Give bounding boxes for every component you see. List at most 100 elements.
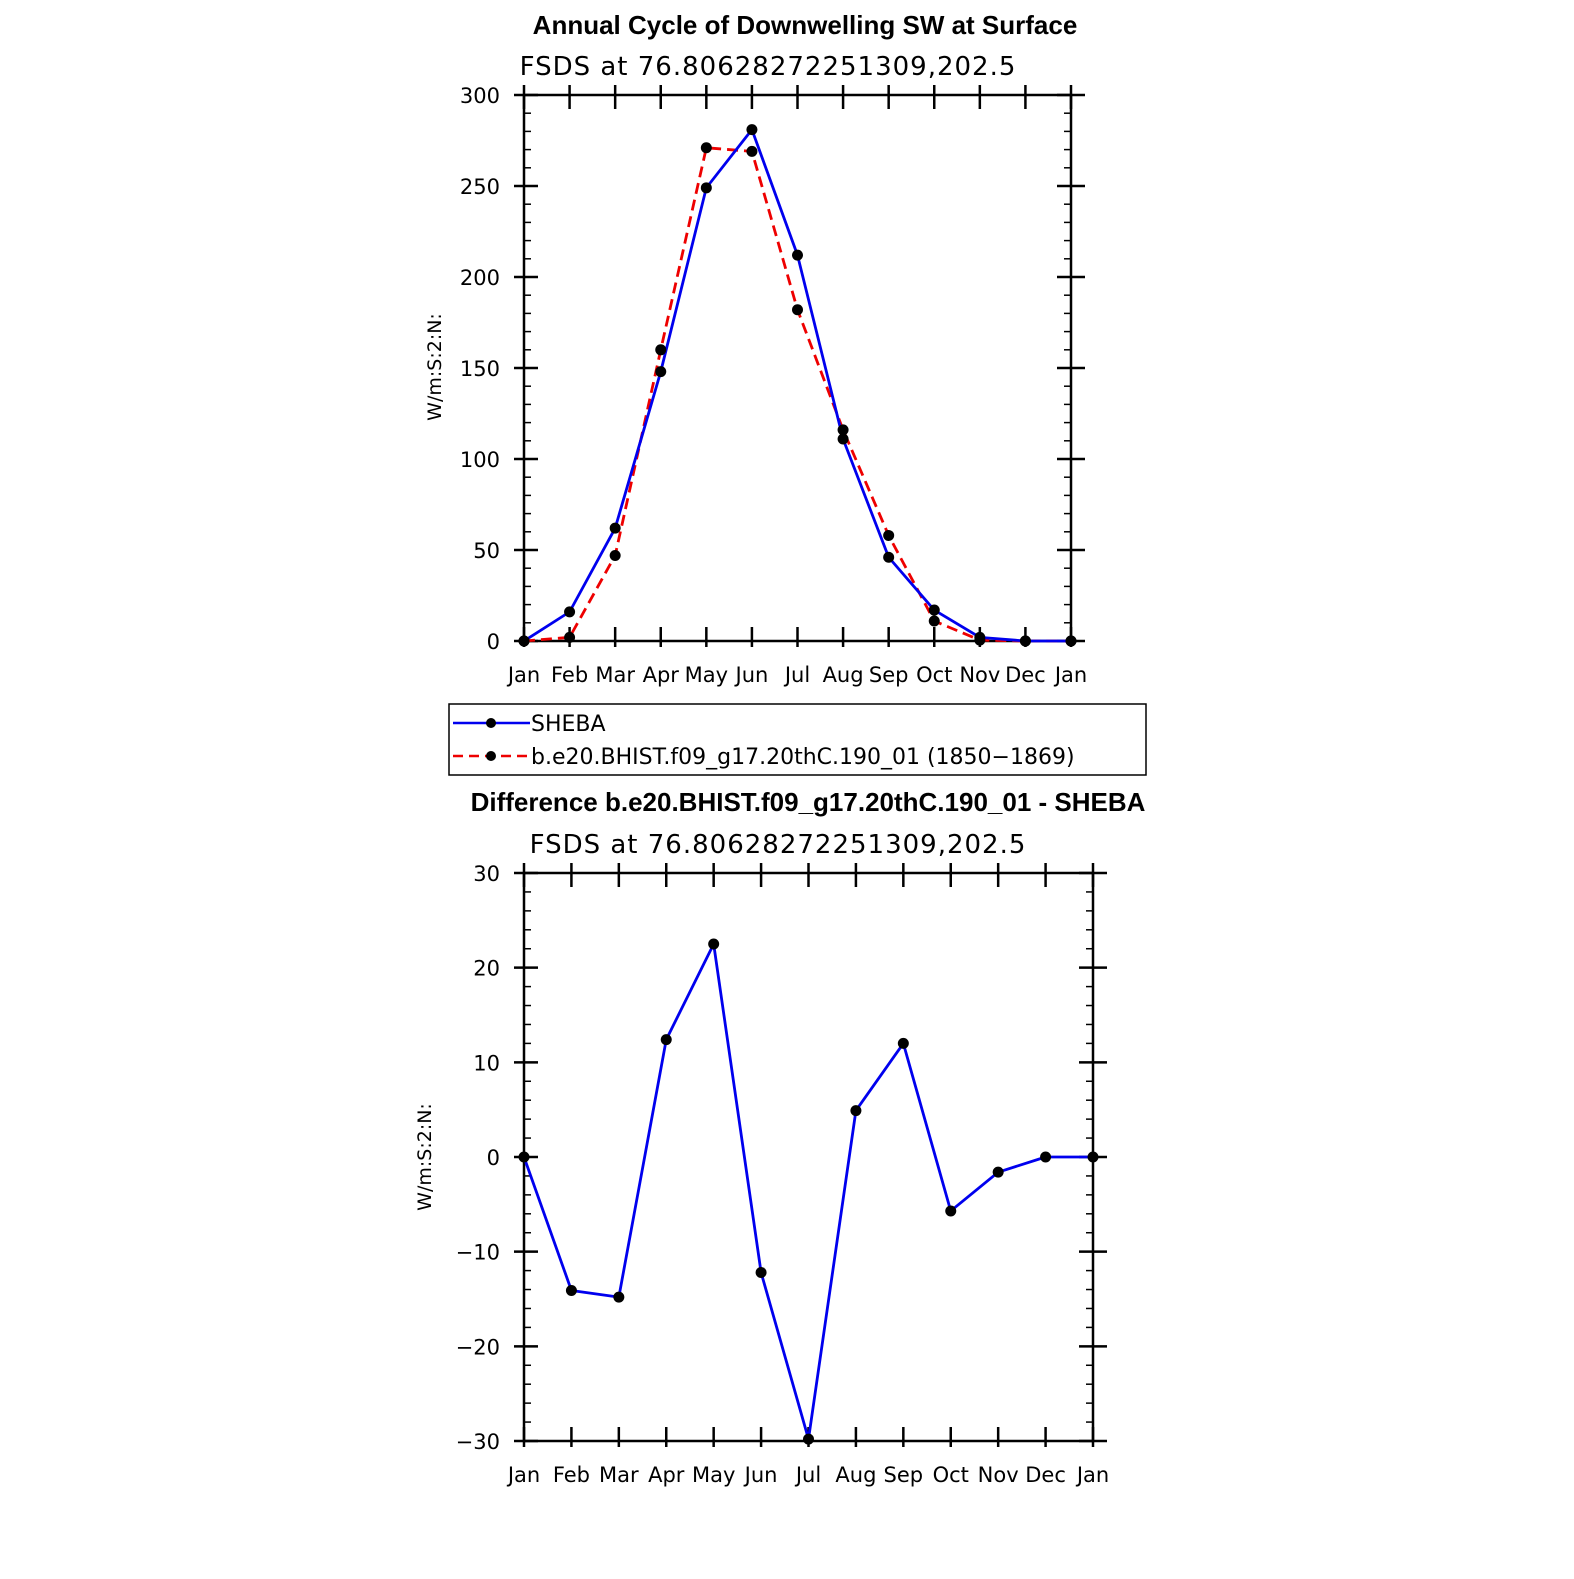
data-point-series-1 — [655, 344, 667, 356]
data-point-series-0 — [850, 1105, 862, 1117]
y-tick-label: 0 — [487, 1146, 500, 1170]
y-tick-label: 20 — [473, 957, 500, 981]
data-point-series-1 — [746, 145, 758, 157]
y-tick-label: 50 — [473, 539, 500, 563]
data-point-series-0 — [565, 1284, 577, 1296]
data-point-series-0 — [564, 606, 576, 618]
y-tick-label: 100 — [460, 448, 500, 472]
tick-marks — [514, 85, 1085, 647]
data-point-series-1 — [1019, 635, 1031, 647]
data-point-series-0 — [945, 1205, 957, 1217]
legend: SHEBA b.e20.BHIST.f09_g17.20thC.190_01 (… — [448, 703, 1147, 776]
data-point-series-0 — [613, 1291, 625, 1303]
x-tick-label: Dec — [1005, 663, 1046, 687]
data-point-series-0 — [746, 124, 758, 136]
x-tick-label: Apr — [643, 663, 680, 687]
x-tick-label: Jan — [1075, 1463, 1109, 1487]
data-point-series-1 — [792, 304, 803, 316]
data-point-series-0 — [755, 1266, 767, 1278]
x-tick-label: Mar — [599, 1463, 639, 1487]
x-tick-labels: Jan Feb Mar Apr May Jun Jul Aug Sep Oct Nov Dec Jan — [506, 663, 1087, 687]
chart-subtitle: FSDS at 76.80628272251309,202.5 — [520, 52, 1017, 82]
legend-box — [448, 703, 1147, 776]
y-tick-label: −10 — [456, 1241, 500, 1265]
x-tick-label: Jul — [794, 1463, 821, 1487]
data-point-series-0 — [792, 249, 803, 261]
y-tick-label: 0 — [487, 630, 500, 654]
data-point-series-0 — [928, 604, 940, 616]
annual-cycle-chart: Annual Cycle of Downwelling SW at Surfac… — [424, 10, 1087, 687]
data-point-series-0 — [1040, 1151, 1052, 1163]
data-point-series-0 — [660, 1034, 672, 1046]
difference-chart: Difference b.e20.BHIST.f09_g17.20thC.190… — [414, 787, 1146, 1487]
x-tick-label: Aug — [835, 1463, 876, 1487]
data-point-series-0 — [518, 1151, 530, 1163]
y-tick-labels: 0 50 100 150 200 250 300 — [460, 84, 500, 654]
y-tick-label: 30 — [473, 862, 500, 886]
series-layer — [518, 124, 1077, 647]
y-axis-label: W/m:S:2:N: — [414, 1103, 436, 1211]
plot-frame — [522, 871, 1095, 1443]
data-point-series-1 — [974, 634, 986, 646]
data-point-series-0 — [897, 1037, 909, 1049]
x-tick-label: Feb — [551, 663, 588, 687]
data-point-series-1 — [837, 424, 849, 436]
x-tick-label: May — [685, 663, 728, 687]
x-tick-label: Oct — [916, 663, 952, 687]
y-tick-labels: −30 −20 −10 0 10 20 30 — [456, 862, 500, 1454]
chart-subtitle: FSDS at 76.80628272251309,202.5 — [530, 830, 1027, 860]
data-point-series-1 — [928, 615, 940, 627]
x-tick-label: Sep — [884, 1463, 924, 1487]
series-line-0 — [522, 942, 1093, 1441]
legend-item-model: b.e20.BHIST.f09_g17.20thC.190_01 (1850−1… — [453, 745, 1075, 770]
y-tick-label: 300 — [460, 84, 500, 108]
chart-title: Annual Cycle of Downwelling SW at Surfac… — [533, 10, 1078, 40]
tick-marks — [514, 863, 1107, 1447]
x-tick-label: Jun — [743, 1463, 778, 1487]
series-line-1 — [523, 146, 1071, 643]
x-tick-label: May — [692, 1463, 735, 1487]
data-point-series-0 — [708, 938, 720, 950]
y-tick-label: −20 — [456, 1335, 500, 1359]
legend-marker-model — [486, 751, 496, 761]
x-tick-label: Nov — [978, 1463, 1019, 1487]
x-tick-label: Jul — [783, 663, 810, 687]
x-tick-label: Sep — [869, 663, 909, 687]
x-tick-label: Mar — [595, 663, 635, 687]
data-point-series-1 — [883, 529, 895, 541]
data-point-series-0 — [992, 1166, 1004, 1178]
x-tick-label: Oct — [933, 1463, 969, 1487]
x-tick-label: Jan — [506, 1463, 540, 1487]
x-tick-labels: Jan Feb Mar Apr May Jun Jul Aug Sep Oct Nov Dec Jan — [506, 1463, 1109, 1487]
legend-item-sheba: SHEBA — [453, 712, 606, 737]
x-tick-label: Feb — [553, 1463, 590, 1487]
chart-title: Difference b.e20.BHIST.f09_g17.20thC.190… — [471, 787, 1146, 817]
legend-label-model: b.e20.BHIST.f09_g17.20thC.190_01 (1850−1… — [531, 745, 1075, 770]
data-point-series-0 — [700, 182, 712, 194]
plot-frame — [522, 93, 1073, 643]
legend-label-sheba: SHEBA — [531, 712, 606, 737]
x-tick-label: Jan — [506, 663, 540, 687]
y-tick-label: 200 — [460, 266, 500, 290]
data-point-series-0 — [655, 366, 667, 378]
data-point-series-0 — [837, 433, 849, 445]
y-axis-label: W/m:S:2:N: — [424, 313, 446, 421]
data-point-series-1 — [700, 142, 712, 154]
data-point-series-1 — [609, 549, 621, 561]
y-tick-label: 150 — [460, 357, 500, 381]
y-tick-label: 250 — [460, 175, 500, 199]
y-tick-label: −30 — [456, 1430, 500, 1454]
data-point-series-1 — [518, 635, 530, 647]
data-point-series-1 — [1065, 635, 1077, 647]
x-tick-label: Jan — [1053, 663, 1087, 687]
legend-marker-sheba — [486, 718, 496, 728]
x-tick-label: Nov — [959, 663, 1000, 687]
x-tick-label: Apr — [648, 1463, 685, 1487]
series-layer — [518, 938, 1099, 1445]
x-tick-label: Dec — [1025, 1463, 1066, 1487]
data-point-series-0 — [1087, 1151, 1099, 1163]
x-tick-label: Jun — [734, 663, 769, 687]
x-tick-label: Aug — [823, 663, 864, 687]
y-tick-label: 10 — [473, 1051, 500, 1075]
